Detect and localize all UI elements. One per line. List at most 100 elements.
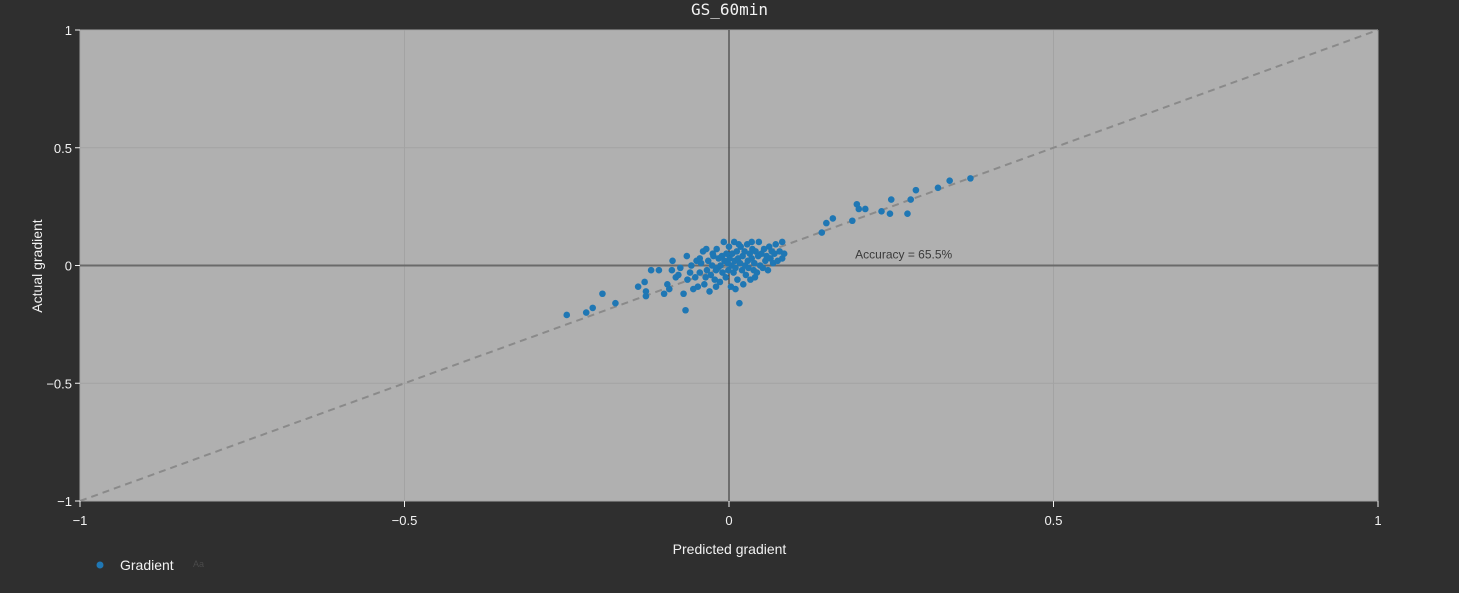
data-point (696, 269, 704, 276)
data-point (696, 255, 704, 262)
data-point (912, 186, 920, 194)
data-point (675, 271, 682, 279)
data-point (703, 266, 711, 274)
data-point (688, 262, 695, 269)
y-axis-ticks: −1 −0.5 0 0.5 1 (46, 23, 80, 509)
data-point (725, 243, 733, 250)
x-tick-label: 0 (725, 513, 732, 528)
data-point (748, 238, 756, 246)
y-tick-label: −1 (57, 494, 72, 509)
data-point (735, 241, 743, 248)
data-point (682, 306, 689, 314)
data-point (563, 311, 571, 319)
data-point (732, 264, 739, 272)
data-point (707, 271, 715, 279)
data-point (829, 215, 837, 222)
data-point (759, 264, 767, 272)
data-point (680, 290, 687, 298)
data-point (771, 250, 778, 258)
x-tick-label: 1 (1374, 513, 1381, 528)
y-tick-label: 1 (65, 23, 72, 38)
data-point (734, 276, 741, 283)
data-point (722, 273, 730, 281)
data-point (647, 266, 655, 274)
x-axis-ticks: −1 −0.5 0 0.5 1 (73, 501, 1382, 528)
legend-hint-text: Aa (193, 559, 204, 569)
data-point (849, 217, 856, 225)
x-tick-label: 0.5 (1044, 513, 1062, 528)
data-point (738, 266, 746, 274)
data-point (599, 290, 606, 298)
data-point (760, 245, 768, 253)
data-point (665, 285, 673, 293)
data-point (684, 276, 691, 283)
data-point (642, 288, 650, 295)
data-point (612, 299, 619, 307)
data-point (736, 299, 743, 307)
data-point (946, 177, 953, 185)
data-point (855, 205, 863, 213)
data-point (878, 208, 885, 215)
x-tick-label: −0.5 (392, 513, 418, 528)
data-point (702, 273, 709, 281)
y-tick-label: −0.5 (46, 376, 72, 391)
data-point (780, 250, 788, 258)
data-point (755, 238, 763, 246)
data-point (642, 292, 650, 300)
data-point (742, 271, 750, 279)
data-point (967, 175, 974, 182)
chart-title: GS_60min (691, 0, 768, 19)
data-point (720, 238, 728, 246)
data-point (713, 245, 720, 253)
data-point (723, 250, 730, 258)
data-point (717, 262, 724, 269)
accuracy-annotation: Accuracy = 65.5% (855, 248, 952, 262)
data-point (706, 288, 713, 295)
data-point (733, 248, 741, 255)
data-point (907, 196, 915, 203)
y-axis-label: Actual gradient (29, 219, 45, 313)
data-point (709, 250, 717, 258)
x-axis-label: Predicted gradient (673, 541, 787, 557)
data-point (701, 281, 708, 288)
legend[interactable]: Gradient Aa (96, 557, 205, 573)
data-point (655, 266, 663, 274)
data-point (732, 285, 739, 293)
data-point (708, 262, 716, 269)
data-point (683, 252, 691, 260)
legend-marker-gradient (96, 561, 104, 569)
data-point (582, 309, 590, 316)
data-point (739, 281, 747, 288)
data-point (711, 276, 719, 283)
data-point (861, 205, 869, 213)
data-point (704, 257, 712, 265)
data-point (589, 304, 597, 312)
data-point (702, 245, 710, 253)
data-point (886, 210, 894, 217)
data-point (668, 266, 676, 274)
data-point (691, 273, 699, 281)
data-point (772, 241, 780, 248)
data-point (634, 283, 642, 290)
data-point (660, 290, 668, 298)
data-point (719, 269, 726, 276)
data-point (778, 238, 786, 246)
data-point (694, 283, 702, 290)
data-point (641, 278, 648, 286)
data-point (764, 266, 772, 274)
data-point (745, 264, 752, 272)
data-points (563, 175, 974, 319)
data-point (934, 184, 942, 192)
data-point (725, 266, 732, 274)
data-point (741, 248, 748, 255)
data-point (887, 196, 895, 203)
x-tick-label: −1 (73, 513, 88, 528)
data-point (716, 278, 724, 286)
data-point (823, 219, 830, 227)
data-point (751, 259, 758, 267)
data-point (669, 257, 676, 265)
data-point (736, 259, 744, 267)
legend-label-gradient: Gradient (120, 557, 174, 573)
